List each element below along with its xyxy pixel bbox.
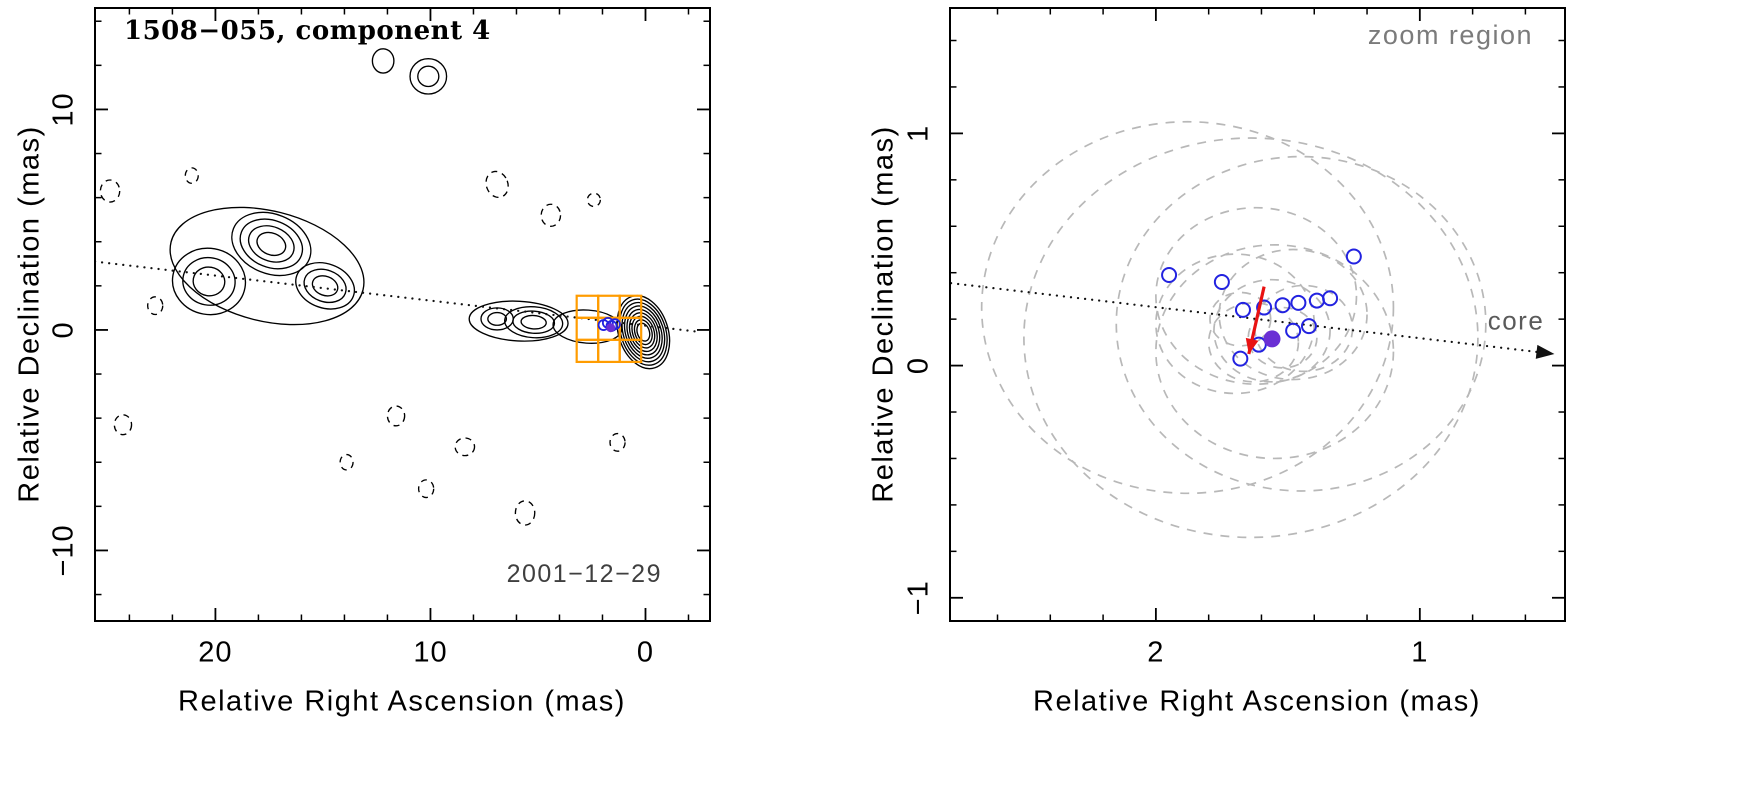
component-size-ellipse xyxy=(980,120,1395,495)
contour xyxy=(303,268,347,304)
epoch-point xyxy=(1345,248,1362,265)
contour xyxy=(417,479,435,499)
contour xyxy=(247,225,295,263)
epoch-point xyxy=(1161,267,1178,284)
contour xyxy=(631,315,656,349)
component-size-ellipse xyxy=(1115,155,1487,492)
y-tick-label: −1 xyxy=(903,580,935,615)
epoch-point xyxy=(1308,292,1325,309)
zoom-box xyxy=(575,316,600,341)
contour xyxy=(621,301,666,363)
contour xyxy=(552,309,623,344)
velocity-arrowhead xyxy=(1245,337,1259,354)
contour xyxy=(311,275,339,297)
y-tick-label: 0 xyxy=(48,321,80,338)
zoom-box xyxy=(618,338,643,364)
contour xyxy=(454,437,476,457)
left-xaxis-title: Relative Right Ascension (mas) xyxy=(178,685,626,718)
left-panel-title: 1508−055, component 4 xyxy=(124,16,491,46)
right-yaxis-title: Relative Declination (mas) xyxy=(867,125,900,503)
component-size-ellipse xyxy=(1247,306,1318,369)
epoch-point xyxy=(1234,301,1251,318)
x-tick-label: 0 xyxy=(637,637,654,669)
component-size-ellipse xyxy=(1023,137,1479,539)
contour xyxy=(147,296,164,316)
contour xyxy=(540,203,562,227)
y-tick-label: 0 xyxy=(903,357,935,374)
contour xyxy=(256,231,287,257)
contour xyxy=(628,312,658,353)
contour xyxy=(339,453,354,471)
contour xyxy=(520,314,547,330)
left-yaxis-title: Relative Declination (mas) xyxy=(13,125,46,503)
contour xyxy=(169,206,365,326)
x-tick-label: 2 xyxy=(1147,637,1164,669)
component-size-ellipse xyxy=(1155,243,1395,460)
x-tick-label: 20 xyxy=(198,637,232,669)
contour xyxy=(184,167,199,184)
y-tick-label: −10 xyxy=(48,524,80,576)
contour xyxy=(182,256,236,306)
panel-right: 2 1 −1 0 1 xyxy=(903,7,1566,669)
contour xyxy=(113,414,133,436)
contour xyxy=(371,48,395,74)
contour xyxy=(609,432,626,452)
contour xyxy=(468,300,569,342)
contour xyxy=(99,179,121,203)
epoch-point xyxy=(1274,297,1291,314)
contour xyxy=(409,58,448,95)
contour xyxy=(512,310,556,335)
panel-content xyxy=(950,120,1556,539)
zoom-box xyxy=(575,294,600,319)
contour xyxy=(171,247,247,316)
mean-position-point xyxy=(606,323,616,333)
component-size-ellipse xyxy=(1155,206,1358,386)
contour xyxy=(487,311,508,326)
contour xyxy=(417,65,440,88)
contour xyxy=(480,307,514,331)
contour xyxy=(514,500,536,526)
component-size-ellipse xyxy=(1155,253,1316,395)
x-tick-label: 10 xyxy=(413,637,447,669)
contour xyxy=(231,211,312,277)
contour xyxy=(504,306,564,339)
axes-frame xyxy=(949,7,1566,622)
epoch-point xyxy=(1213,273,1230,290)
core-label: core xyxy=(1487,305,1545,336)
epoch-point xyxy=(1256,299,1273,316)
contour xyxy=(626,308,661,356)
panel-left: 20 10 0 −10 0 10 xyxy=(48,7,711,669)
contour xyxy=(586,192,602,208)
panel-content xyxy=(95,48,703,526)
y-tick-label: 1 xyxy=(903,125,935,142)
contour xyxy=(633,319,653,346)
epoch-point xyxy=(1285,322,1302,339)
component-size-ellipse xyxy=(1218,248,1368,381)
axes-frame xyxy=(94,7,711,622)
epoch-point xyxy=(1300,318,1317,335)
right-xaxis-title: Relative Right Ascension (mas) xyxy=(1033,685,1481,718)
epoch-point xyxy=(1232,350,1249,367)
epoch-point xyxy=(1290,294,1307,311)
epoch-point xyxy=(1322,290,1339,307)
zoom-region-label: zoom region xyxy=(1367,20,1533,50)
y-tick-label: 10 xyxy=(48,92,80,126)
contour xyxy=(485,170,509,199)
mean-position-point xyxy=(1263,330,1281,348)
x-tick-label: 1 xyxy=(1411,637,1428,669)
component-size-ellipse xyxy=(1207,302,1300,383)
contour xyxy=(386,405,406,427)
jet-axis-line xyxy=(95,260,703,334)
contour xyxy=(239,218,304,270)
contour xyxy=(295,262,356,310)
left-panel-date: 2001−12−29 xyxy=(506,560,662,588)
core-arrowhead xyxy=(1535,344,1555,359)
contour xyxy=(192,266,226,297)
component-size-ellipse xyxy=(1209,291,1272,347)
